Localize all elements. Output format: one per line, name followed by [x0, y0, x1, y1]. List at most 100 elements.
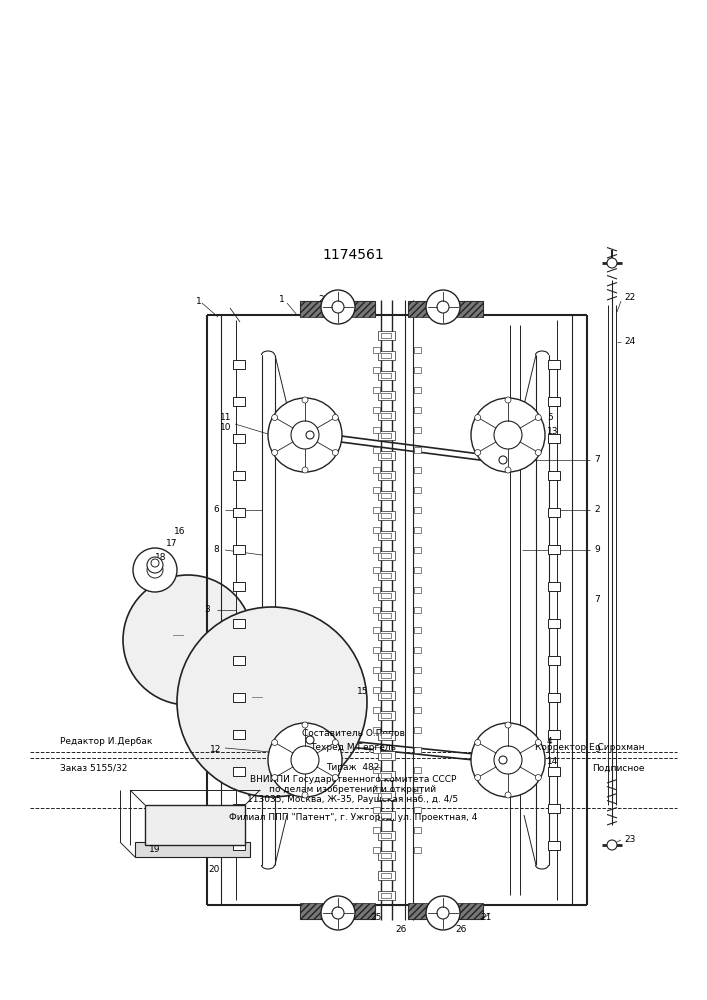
- Bar: [381, 413, 391, 418]
- Text: 1: 1: [279, 296, 285, 304]
- Circle shape: [147, 557, 163, 573]
- Circle shape: [437, 907, 449, 919]
- Bar: [381, 453, 391, 458]
- Text: 14: 14: [547, 758, 559, 766]
- Circle shape: [437, 301, 449, 313]
- Bar: [373, 687, 380, 693]
- Bar: [233, 360, 245, 369]
- Circle shape: [535, 414, 542, 420]
- Bar: [378, 431, 395, 440]
- Bar: [414, 787, 421, 793]
- Bar: [378, 651, 395, 660]
- Circle shape: [306, 431, 314, 439]
- Text: 26: 26: [395, 926, 407, 934]
- Text: 4: 4: [547, 738, 553, 746]
- Circle shape: [321, 896, 355, 930]
- Text: 9: 9: [594, 546, 600, 554]
- Text: Подписное: Подписное: [592, 764, 645, 772]
- Circle shape: [332, 907, 344, 919]
- Text: Корректор Е.Сирохман: Корректор Е.Сирохман: [535, 742, 645, 752]
- Bar: [381, 673, 391, 678]
- Bar: [373, 727, 380, 733]
- Bar: [414, 667, 421, 673]
- Circle shape: [332, 301, 344, 313]
- Circle shape: [474, 740, 481, 746]
- Bar: [414, 727, 421, 733]
- Bar: [233, 767, 245, 776]
- Bar: [233, 471, 245, 480]
- Bar: [414, 427, 421, 433]
- Bar: [378, 491, 395, 500]
- Text: Заказ 5155/32: Заказ 5155/32: [60, 764, 127, 772]
- Bar: [233, 693, 245, 702]
- Circle shape: [494, 746, 522, 774]
- Bar: [378, 551, 395, 560]
- Text: 27: 27: [318, 294, 329, 304]
- Bar: [378, 851, 395, 860]
- Bar: [378, 691, 395, 700]
- Text: 3: 3: [204, 605, 210, 614]
- Text: Составитель О.Попов: Составитель О.Попов: [302, 730, 404, 738]
- Text: 16: 16: [174, 528, 185, 536]
- Bar: [378, 351, 395, 360]
- Circle shape: [302, 722, 308, 728]
- Circle shape: [302, 397, 308, 403]
- Bar: [373, 807, 380, 813]
- Bar: [414, 527, 421, 533]
- Circle shape: [426, 290, 460, 324]
- Bar: [414, 547, 421, 553]
- Circle shape: [302, 792, 308, 798]
- Text: 12: 12: [210, 746, 221, 754]
- Circle shape: [494, 421, 522, 449]
- Bar: [378, 891, 395, 900]
- Bar: [381, 633, 391, 638]
- Bar: [378, 411, 395, 420]
- Text: 9: 9: [594, 746, 600, 754]
- Text: 19: 19: [149, 846, 160, 854]
- Bar: [548, 360, 560, 369]
- Text: 24: 24: [624, 338, 636, 347]
- Bar: [378, 711, 395, 720]
- Bar: [378, 571, 395, 580]
- Bar: [548, 619, 560, 628]
- Circle shape: [147, 562, 163, 578]
- Bar: [378, 811, 395, 820]
- Bar: [373, 847, 380, 853]
- Text: 10: 10: [220, 424, 231, 432]
- Bar: [233, 804, 245, 813]
- Text: 23: 23: [624, 836, 636, 844]
- Circle shape: [535, 740, 542, 746]
- Bar: [378, 771, 395, 780]
- Bar: [414, 687, 421, 693]
- Circle shape: [268, 723, 342, 797]
- Text: ВНИИПИ Государственного комитета СССР: ВНИИПИ Государственного комитета СССР: [250, 776, 456, 784]
- Bar: [414, 607, 421, 613]
- Circle shape: [332, 450, 339, 456]
- Text: 20: 20: [208, 865, 219, 874]
- Text: 2: 2: [594, 506, 600, 514]
- Circle shape: [499, 756, 507, 764]
- Bar: [373, 387, 380, 393]
- Circle shape: [123, 575, 253, 705]
- Bar: [373, 587, 380, 593]
- Bar: [233, 545, 245, 554]
- Bar: [381, 893, 391, 898]
- Text: 26: 26: [455, 926, 467, 934]
- Bar: [414, 847, 421, 853]
- Text: 8: 8: [213, 546, 218, 554]
- Bar: [373, 427, 380, 433]
- Bar: [300, 903, 375, 919]
- Bar: [548, 730, 560, 739]
- Text: Тираж  482: Тираж 482: [327, 764, 380, 772]
- Bar: [548, 804, 560, 813]
- Bar: [414, 587, 421, 593]
- Circle shape: [332, 414, 339, 420]
- Circle shape: [332, 774, 339, 780]
- Bar: [414, 447, 421, 453]
- Bar: [381, 613, 391, 618]
- Bar: [381, 553, 391, 558]
- Circle shape: [505, 467, 511, 473]
- Circle shape: [426, 896, 460, 930]
- Text: 11: 11: [220, 412, 231, 422]
- Circle shape: [505, 397, 511, 403]
